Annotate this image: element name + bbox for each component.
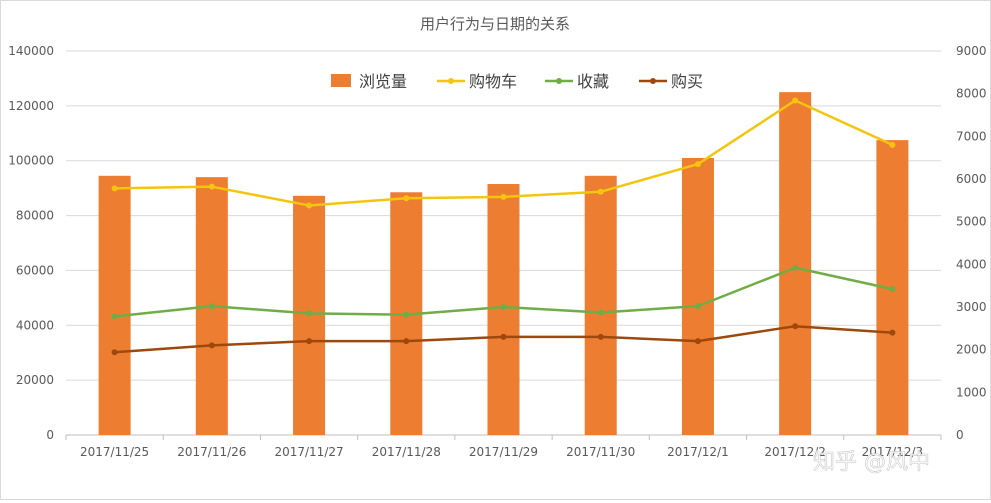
left-tick-label: 100000	[8, 154, 54, 168]
data-point	[889, 329, 896, 336]
data-point	[889, 141, 896, 148]
bar	[681, 157, 714, 435]
data-point	[597, 309, 604, 316]
data-point	[111, 349, 118, 356]
bar	[779, 92, 812, 436]
left-tick-label: 140000	[8, 44, 54, 58]
right-tick-label: 7000	[956, 129, 987, 143]
x-tick-label: 2017/12/2	[764, 445, 826, 459]
data-point	[208, 303, 215, 310]
data-point	[403, 311, 410, 318]
data-point	[694, 303, 701, 310]
x-tick-label: 2017/11/30	[566, 445, 635, 459]
data-point	[500, 304, 507, 310]
data-point	[306, 202, 313, 209]
x-tick-label: 2017/11/26	[177, 445, 246, 459]
x-tick-label: 2017/12/3	[862, 445, 924, 459]
x-tick-label: 2017/12/1	[667, 445, 729, 459]
x-tick-label: 2017/11/29	[469, 445, 538, 459]
data-point	[694, 161, 701, 168]
data-point	[111, 313, 118, 320]
data-point	[306, 338, 313, 345]
x-axis-tick-labels: 2017/11/25 2017/11/26 2017/11/27 2017/11/28…	[80, 445, 923, 459]
right-tick-label: 5000	[956, 215, 987, 229]
right-tick-label: 8000	[956, 87, 987, 101]
data-point	[500, 333, 507, 340]
data-point	[889, 286, 896, 293]
line-series	[111, 97, 896, 356]
left-tick-label: 0	[46, 428, 54, 442]
legend: 浏览量 购物车 收藏 购买	[331, 72, 703, 91]
data-point	[111, 185, 118, 192]
left-axis-ticks: 0 20000 40000 60000 80000 100000 120000 140000	[8, 44, 54, 442]
legend-label: 购买	[671, 72, 703, 91]
right-tick-label: 1000	[956, 385, 987, 399]
data-point	[792, 97, 799, 104]
right-tick-label: 2000	[956, 343, 987, 357]
left-tick-label: 80000	[16, 209, 54, 223]
data-point	[306, 310, 313, 317]
right-tick-label: 0	[956, 428, 964, 442]
legend-marker	[556, 78, 562, 84]
x-tick-label: 2017/11/27	[274, 445, 343, 459]
right-axis-ticks: 0 1000 2000 3000 4000 5000 6000 7000 8000 9000	[956, 44, 987, 442]
bar	[584, 175, 617, 436]
data-point	[792, 323, 799, 330]
bar-series	[98, 92, 909, 436]
data-point	[208, 342, 215, 349]
legend-label: 购物车	[469, 72, 517, 91]
legend-label: 浏览量	[359, 72, 407, 91]
x-tick-label: 2017/11/25	[80, 445, 149, 459]
x-tick-label: 2017/11/28	[372, 445, 441, 459]
left-tick-label: 60000	[16, 263, 54, 277]
right-tick-label: 6000	[956, 172, 987, 186]
legend-label: 收藏	[577, 72, 609, 91]
watermark: 知乎 @风中	[813, 450, 930, 475]
left-tick-label: 40000	[16, 318, 54, 332]
bar	[98, 175, 131, 436]
right-tick-label: 4000	[956, 257, 987, 271]
left-tick-label: 20000	[16, 373, 54, 387]
data-point	[597, 333, 604, 340]
data-point	[792, 264, 799, 271]
data-point	[208, 183, 215, 190]
legend-swatch	[331, 74, 351, 87]
legend-marker	[448, 78, 454, 84]
data-point	[403, 195, 410, 202]
data-point	[403, 338, 410, 345]
data-point	[694, 338, 701, 345]
right-tick-label: 3000	[956, 300, 987, 314]
chart-title: 用户行为与日期的关系	[420, 15, 570, 33]
right-tick-label: 9000	[956, 44, 987, 58]
legend-marker	[650, 78, 656, 84]
data-point	[597, 188, 604, 195]
left-tick-label: 120000	[8, 99, 54, 113]
data-point	[500, 193, 507, 200]
